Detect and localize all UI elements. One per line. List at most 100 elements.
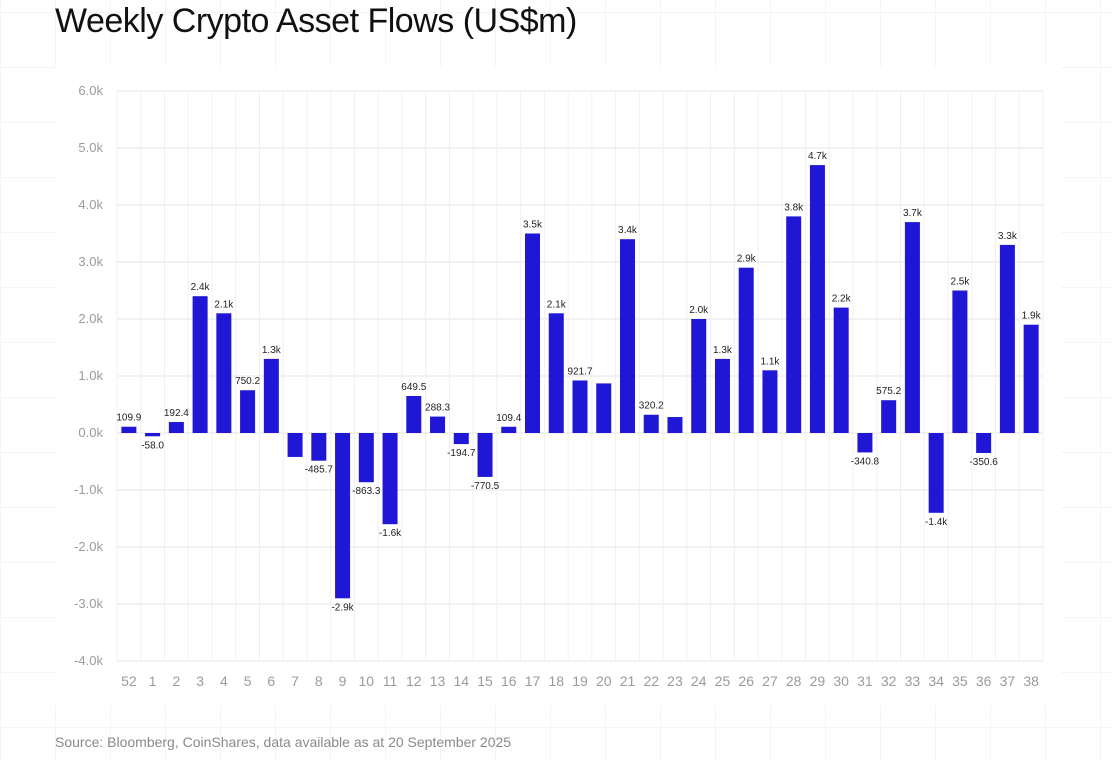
x-tick-label: 24 [691, 673, 707, 689]
x-tick-label: 13 [430, 673, 446, 689]
bar-week-12 [406, 395, 422, 433]
data-label: 3.4k [618, 225, 638, 236]
x-tick-label: 10 [359, 673, 375, 689]
data-label: 1.1k [760, 356, 780, 367]
x-tick-label: 25 [715, 673, 731, 689]
bars [121, 165, 1039, 599]
chart-panel: 6.0k 5.0k 4.0k 3.0k 2.0k 1.0k 0.0k -1.0k -2.0k -3… [55, 67, 1061, 705]
x-tick-label: 30 [833, 673, 849, 689]
y-tick-label: -3.0k [74, 596, 103, 611]
data-label: 109.4 [496, 413, 521, 424]
data-label: 3.3k [998, 231, 1018, 242]
data-label: -1.4k [925, 517, 948, 528]
x-axis-ticks: 52 1 2 3 4 5 6 7 8 9 10 11 12 13 14 15 16 17 18 19 20 21 22 23 2… [121, 673, 1039, 689]
bar-week-3 [192, 296, 208, 433]
data-label: 3.8k [784, 202, 804, 213]
data-label: 750.2 [235, 376, 260, 387]
x-tick-label: 35 [952, 673, 968, 689]
data-label: 575.2 [876, 386, 901, 397]
data-label: 649.5 [401, 382, 426, 393]
bar-week-8 [311, 433, 327, 461]
bar-week-18 [548, 313, 564, 433]
bar-week-32 [881, 400, 897, 433]
y-tick-label: 1.0k [78, 368, 103, 383]
data-label: -58.0 [141, 440, 164, 451]
bar-week-31 [857, 433, 873, 453]
y-tick-label: 3.0k [78, 254, 103, 269]
bar-week-5 [240, 390, 256, 433]
x-tick-label: 29 [810, 673, 826, 689]
data-label: -2.9k [331, 602, 354, 613]
bar-week-34 [928, 433, 944, 513]
bar-week-4 [216, 313, 232, 433]
y-axis-ticks: 6.0k 5.0k 4.0k 3.0k 2.0k 1.0k 0.0k -1.0k -2.0k -3… [74, 83, 103, 668]
x-tick-label: 14 [453, 673, 469, 689]
y-gridlines [116, 90, 1044, 662]
data-label: 320.2 [639, 401, 664, 412]
y-tick-label: 5.0k [78, 140, 103, 155]
bar-week-28 [786, 216, 802, 433]
y-tick-label: 4.0k [78, 197, 103, 212]
bar-week-9 [335, 433, 351, 599]
bar-week-2 [168, 422, 184, 433]
data-label: -340.8 [851, 456, 880, 467]
x-tick-label: 28 [786, 673, 802, 689]
page-title: Weekly Crypto Asset Flows (US$m) [55, 2, 577, 40]
bar-week-23 [667, 417, 683, 433]
y-tick-label: 2.0k [78, 311, 103, 326]
x-tick-label: 16 [501, 673, 517, 689]
data-label: 2.9k [737, 254, 757, 265]
data-label: -770.5 [471, 481, 500, 492]
data-label: 2.1k [547, 299, 567, 310]
data-label: -863.3 [352, 486, 381, 497]
y-tick-label: 6.0k [78, 83, 103, 98]
bar-week-26 [738, 267, 754, 433]
bar-week-11 [382, 433, 398, 525]
x-tick-label: 5 [244, 673, 252, 689]
x-tick-label: 23 [667, 673, 683, 689]
data-label: 192.4 [164, 408, 189, 419]
x-tick-label: 36 [976, 673, 992, 689]
bar-week-30 [833, 307, 849, 433]
x-tick-label: 8 [315, 673, 323, 689]
x-tick-label: 2 [172, 673, 180, 689]
x-tick-label: 34 [928, 673, 944, 689]
data-label: 2.2k [832, 294, 852, 305]
bar-week-7 [287, 433, 303, 457]
bar-week-24 [691, 319, 707, 433]
data-label: 3.7k [903, 208, 923, 219]
y-tick-label: 0.0k [78, 425, 103, 440]
x-tick-label: 15 [477, 673, 493, 689]
y-tick-label: -2.0k [74, 539, 103, 554]
data-label: -194.7 [447, 448, 476, 459]
data-label: 1.3k [713, 345, 733, 356]
x-tick-label: 3 [196, 673, 204, 689]
data-label: 2.1k [214, 299, 234, 310]
bar-week-19 [572, 380, 588, 433]
bar-week-38 [1023, 324, 1039, 433]
bar-week-1 [145, 433, 161, 437]
bar-week-35 [952, 290, 968, 433]
x-tick-label: 27 [762, 673, 778, 689]
data-label: 921.7 [567, 366, 592, 377]
x-tick-label: 38 [1023, 673, 1039, 689]
bar-week-14 [453, 433, 469, 445]
bar-week-17 [525, 233, 541, 433]
x-tick-label: 9 [339, 673, 347, 689]
x-tick-label: 21 [620, 673, 636, 689]
bar-week-13 [430, 416, 446, 433]
x-tick-label: 1 [149, 673, 157, 689]
bar-week-52 [121, 426, 137, 433]
x-tick-label: 32 [881, 673, 897, 689]
data-label: 3.5k [523, 220, 543, 231]
data-label: 2.4k [191, 282, 211, 293]
x-tick-label: 17 [525, 673, 541, 689]
bar-week-25 [714, 358, 730, 433]
bar-week-27 [762, 370, 778, 433]
bar-week-15 [477, 433, 493, 477]
bar-week-20 [596, 383, 612, 433]
bar-week-29 [809, 165, 825, 433]
bar-week-37 [999, 244, 1015, 433]
x-tick-label: 12 [406, 673, 422, 689]
x-tick-label: 37 [1000, 673, 1016, 689]
